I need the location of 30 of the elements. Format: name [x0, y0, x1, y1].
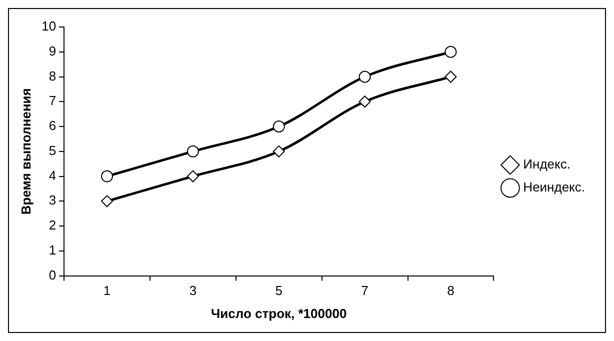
point — [358, 96, 371, 108]
x-tick-label: 3 — [189, 283, 197, 298]
y-tick-label: 9 — [48, 43, 56, 58]
point — [101, 195, 114, 208]
point — [444, 46, 457, 58]
legend-label: Неиндекс. — [523, 180, 586, 195]
point — [444, 70, 457, 83]
x-tick-label: 8 — [447, 283, 454, 298]
y-tick-label: 6 — [48, 118, 56, 134]
y-tick-label: 3 — [48, 192, 56, 208]
y-tick-label: 1 — [48, 242, 56, 258]
point — [186, 170, 199, 182]
x-axis-title: Число строк, *100000 — [211, 306, 347, 321]
x-tick-label: 7 — [361, 283, 368, 298]
point — [358, 70, 371, 83]
y-tick-label: 4 — [48, 168, 56, 183]
point — [272, 120, 285, 133]
y-tick-label: 2 — [48, 218, 56, 233]
x-tick-label: 1 — [103, 283, 111, 298]
point — [272, 145, 285, 158]
y-tick-label: 5 — [48, 142, 56, 158]
y-axis-title: Время выполнения — [18, 88, 34, 215]
legend-label: Индекс. — [523, 156, 570, 172]
point — [101, 170, 114, 182]
y-tick-label: 7 — [48, 93, 56, 108]
y-tick-label: 10 — [42, 18, 56, 34]
y-tick-label: 0 — [48, 267, 56, 282]
x-tick-label: 5 — [275, 283, 282, 298]
y-tick-label: 8 — [48, 68, 56, 84]
point — [186, 145, 199, 158]
